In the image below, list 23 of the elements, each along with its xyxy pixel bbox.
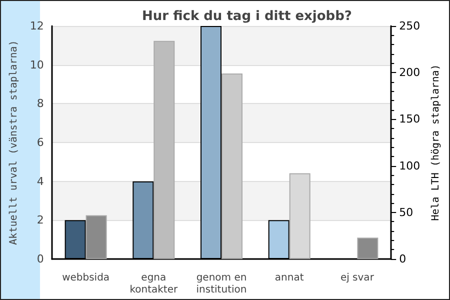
y-tick-label: 4 [36,174,44,188]
y2-tick-label: 50 [399,206,414,219]
y2-tick-label: 150 [399,112,420,126]
x-tick-label: webbsida [62,272,110,284]
x-tick-label: annat [274,272,304,284]
y-tick-label: 0 [36,252,44,266]
y2-axis-title: Hela LTH (högra staplarna) [430,64,442,221]
y-axis-title: Aktuellt urval (vänstra staplarna) [8,40,20,245]
bar [357,238,378,259]
y-tick-label: 12 [30,20,44,32]
x-tick-label: egna kontakter [130,272,178,296]
x-tick-label: ej svar [340,272,375,284]
x-tick-label: genom en institution [196,272,247,296]
bar [154,40,175,259]
y2-tick-label: 100 [399,159,420,172]
y2-tick-label: 0 [399,252,406,266]
y-tick-label: 6 [36,136,44,149]
chart-title: Hur fick du tag i ditt exjobb? [142,9,352,24]
y2-tick-label: 200 [399,66,420,80]
y-tick-label: 2 [36,214,44,227]
y2-tick-label: 250 [399,20,420,32]
y-tick-label: 8 [36,97,44,110]
y-tick-label: 10 [30,58,44,72]
